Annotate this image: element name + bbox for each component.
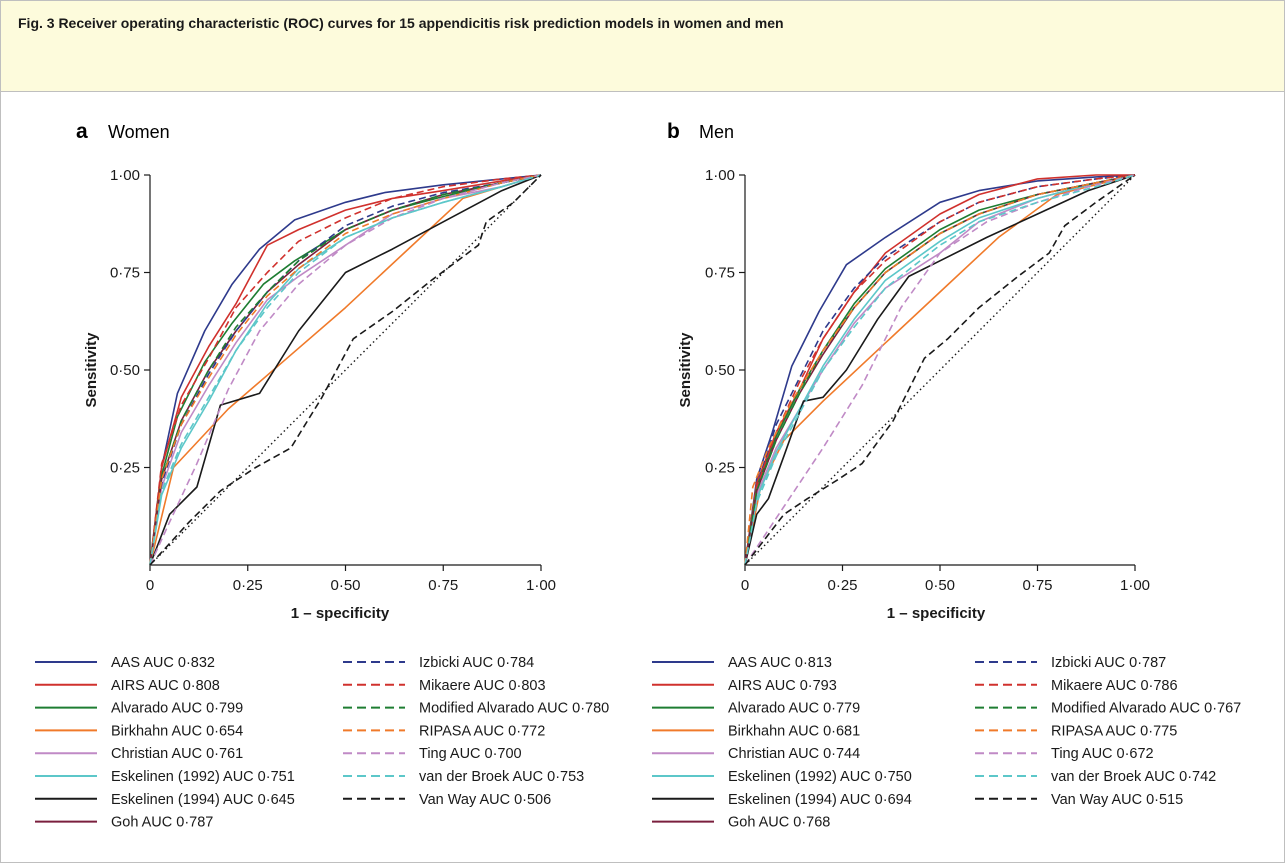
x-tick-label: 0·75 — [428, 577, 458, 594]
legend-label: van der Broek AUC 0·753 — [419, 769, 584, 785]
y-tick-label: 0·25 — [110, 460, 140, 477]
roc-curve-eskelinen-1994 — [744, 174, 1136, 566]
legend-label: Alvarado AUC 0·779 — [728, 701, 860, 717]
x-tick-label: 0·50 — [925, 577, 955, 594]
legend-label: Christian AUC 0·744 — [728, 746, 860, 762]
legend-label: Eskelinen (1994) AUC 0·694 — [728, 792, 912, 808]
panel-b-ylabel: Sensitivity — [677, 332, 694, 408]
roc-curve-izbicki — [744, 174, 1136, 566]
legend-label: Mikaere AUC 0·803 — [419, 678, 546, 694]
panel-b-xlabel: 1 – specificity — [887, 605, 986, 622]
y-tick-label: 0·50 — [110, 362, 140, 379]
roc-curve-eskelinen-1992 — [744, 174, 1136, 566]
roc-curve-alvarado — [149, 174, 542, 566]
panel-b-title: Men — [699, 122, 734, 142]
y-tick-label: 0·50 — [705, 362, 735, 379]
panel-women: a Women 1 – specificity Sensitivity 0 0·2… — [35, 120, 609, 831]
legend-label: Goh AUC 0·768 — [728, 815, 830, 831]
reference-diagonal — [149, 174, 542, 566]
legend-label: Birkhahn AUC 0·654 — [111, 723, 243, 739]
panel-a-ylabel: Sensitivity — [83, 332, 100, 408]
panel-a-xlabel: 1 – specificity — [291, 605, 390, 622]
panel-men: b Men 1 – specificity Sensitivity 0 0·25 0… — [652, 120, 1241, 831]
roc-curve-modified-alvarado — [744, 174, 1136, 566]
x-tick-label: 1·00 — [1120, 577, 1150, 594]
roc-curve-ripasa — [149, 174, 542, 566]
panel-b-plot: 0 0·25 0·50 0·75 1·00 0·25 0·50 0·75 1·00 — [705, 167, 1150, 594]
legend-label: Birkhahn AUC 0·681 — [728, 723, 860, 739]
roc-curve-birkhahn — [149, 174, 542, 566]
caption-band: Fig. 3 Receiver operating characteristic… — [1, 1, 1284, 92]
legend-label: Izbicki AUC 0·784 — [419, 655, 534, 671]
panel-a-plot: 0 0·25 0·50 0·75 1·00 0·25 0·50 0·75 1·00 — [110, 167, 556, 594]
panel-b-letter: b — [667, 120, 680, 143]
roc-curve-van-der-broek — [744, 174, 1136, 566]
x-tick-label: 0·75 — [1022, 577, 1052, 594]
legend-label: Van Way AUC 0·515 — [1051, 792, 1183, 808]
legend-label: AAS AUC 0·832 — [111, 655, 215, 671]
x-tick-label: 0 — [741, 577, 749, 594]
roc-curve-eskelinen-1994 — [149, 174, 542, 566]
y-tick-label: 0·25 — [705, 460, 735, 477]
roc-curve-van-der-broek — [149, 174, 542, 566]
legend-label: AIRS AUC 0·793 — [728, 678, 837, 694]
legend-label: Alvarado AUC 0·799 — [111, 701, 243, 717]
legend-label: RIPASA AUC 0·775 — [1051, 723, 1177, 739]
roc-curve-ripasa — [744, 174, 1136, 566]
y-tick-label: 0·75 — [705, 265, 735, 282]
panel-a-title: Women — [108, 122, 170, 142]
x-tick-label: 0·25 — [233, 577, 263, 594]
legend-label: Izbicki AUC 0·787 — [1051, 655, 1166, 671]
roc-curve-mikaere — [744, 174, 1136, 566]
reference-diagonal — [744, 174, 1136, 566]
x-tick-label: 0 — [146, 577, 154, 594]
y-tick-label: 0·75 — [110, 265, 140, 282]
panel-a-legend: AAS AUC 0·832 AIRS AUC 0·808 Alvarado AUC … — [35, 655, 609, 831]
roc-curve-airs — [149, 174, 542, 566]
y-tick-label: 1·00 — [705, 167, 735, 184]
legend-label: Modified Alvarado AUC 0·767 — [1051, 701, 1241, 717]
legend-label: Ting AUC 0·700 — [419, 746, 522, 762]
legend-label: AAS AUC 0·813 — [728, 655, 832, 671]
legend-label: RIPASA AUC 0·772 — [419, 723, 545, 739]
legend-label: van der Broek AUC 0·742 — [1051, 769, 1216, 785]
panel-b-legend: AAS AUC 0·813 AIRS AUC 0·793 Alvarado AUC … — [652, 655, 1241, 831]
x-tick-label: 0·25 — [827, 577, 857, 594]
legend-label: Eskelinen (1994) AUC 0·645 — [111, 792, 295, 808]
roc-curve-mikaere — [149, 174, 542, 566]
legend-label: Van Way AUC 0·506 — [419, 792, 551, 808]
legend-label: AIRS AUC 0·808 — [111, 678, 220, 694]
y-tick-label: 1·00 — [110, 167, 140, 184]
x-tick-label: 0·50 — [330, 577, 360, 594]
roc-curve-aas — [149, 174, 542, 566]
legend-label: Goh AUC 0·787 — [111, 815, 213, 831]
legend-label: Eskelinen (1992) AUC 0·750 — [728, 769, 912, 785]
legend-label: Eskelinen (1992) AUC 0·751 — [111, 769, 295, 785]
legend-label: Modified Alvarado AUC 0·780 — [419, 701, 609, 717]
roc-curve-ting — [744, 174, 1136, 566]
legend-label: Mikaere AUC 0·786 — [1051, 678, 1178, 694]
roc-curve-van-way — [149, 174, 542, 566]
legend-label: Christian AUC 0·761 — [111, 746, 243, 762]
figure-caption: Fig. 3 Receiver operating characteristic… — [18, 15, 784, 31]
roc-curve-aas — [744, 174, 1136, 566]
roc-curve-modified-alvarado — [149, 174, 542, 566]
x-tick-label: 1·00 — [526, 577, 556, 594]
roc-curve-ting — [149, 174, 542, 566]
panel-a-letter: a — [76, 120, 88, 143]
legend-label: Ting AUC 0·672 — [1051, 746, 1154, 762]
